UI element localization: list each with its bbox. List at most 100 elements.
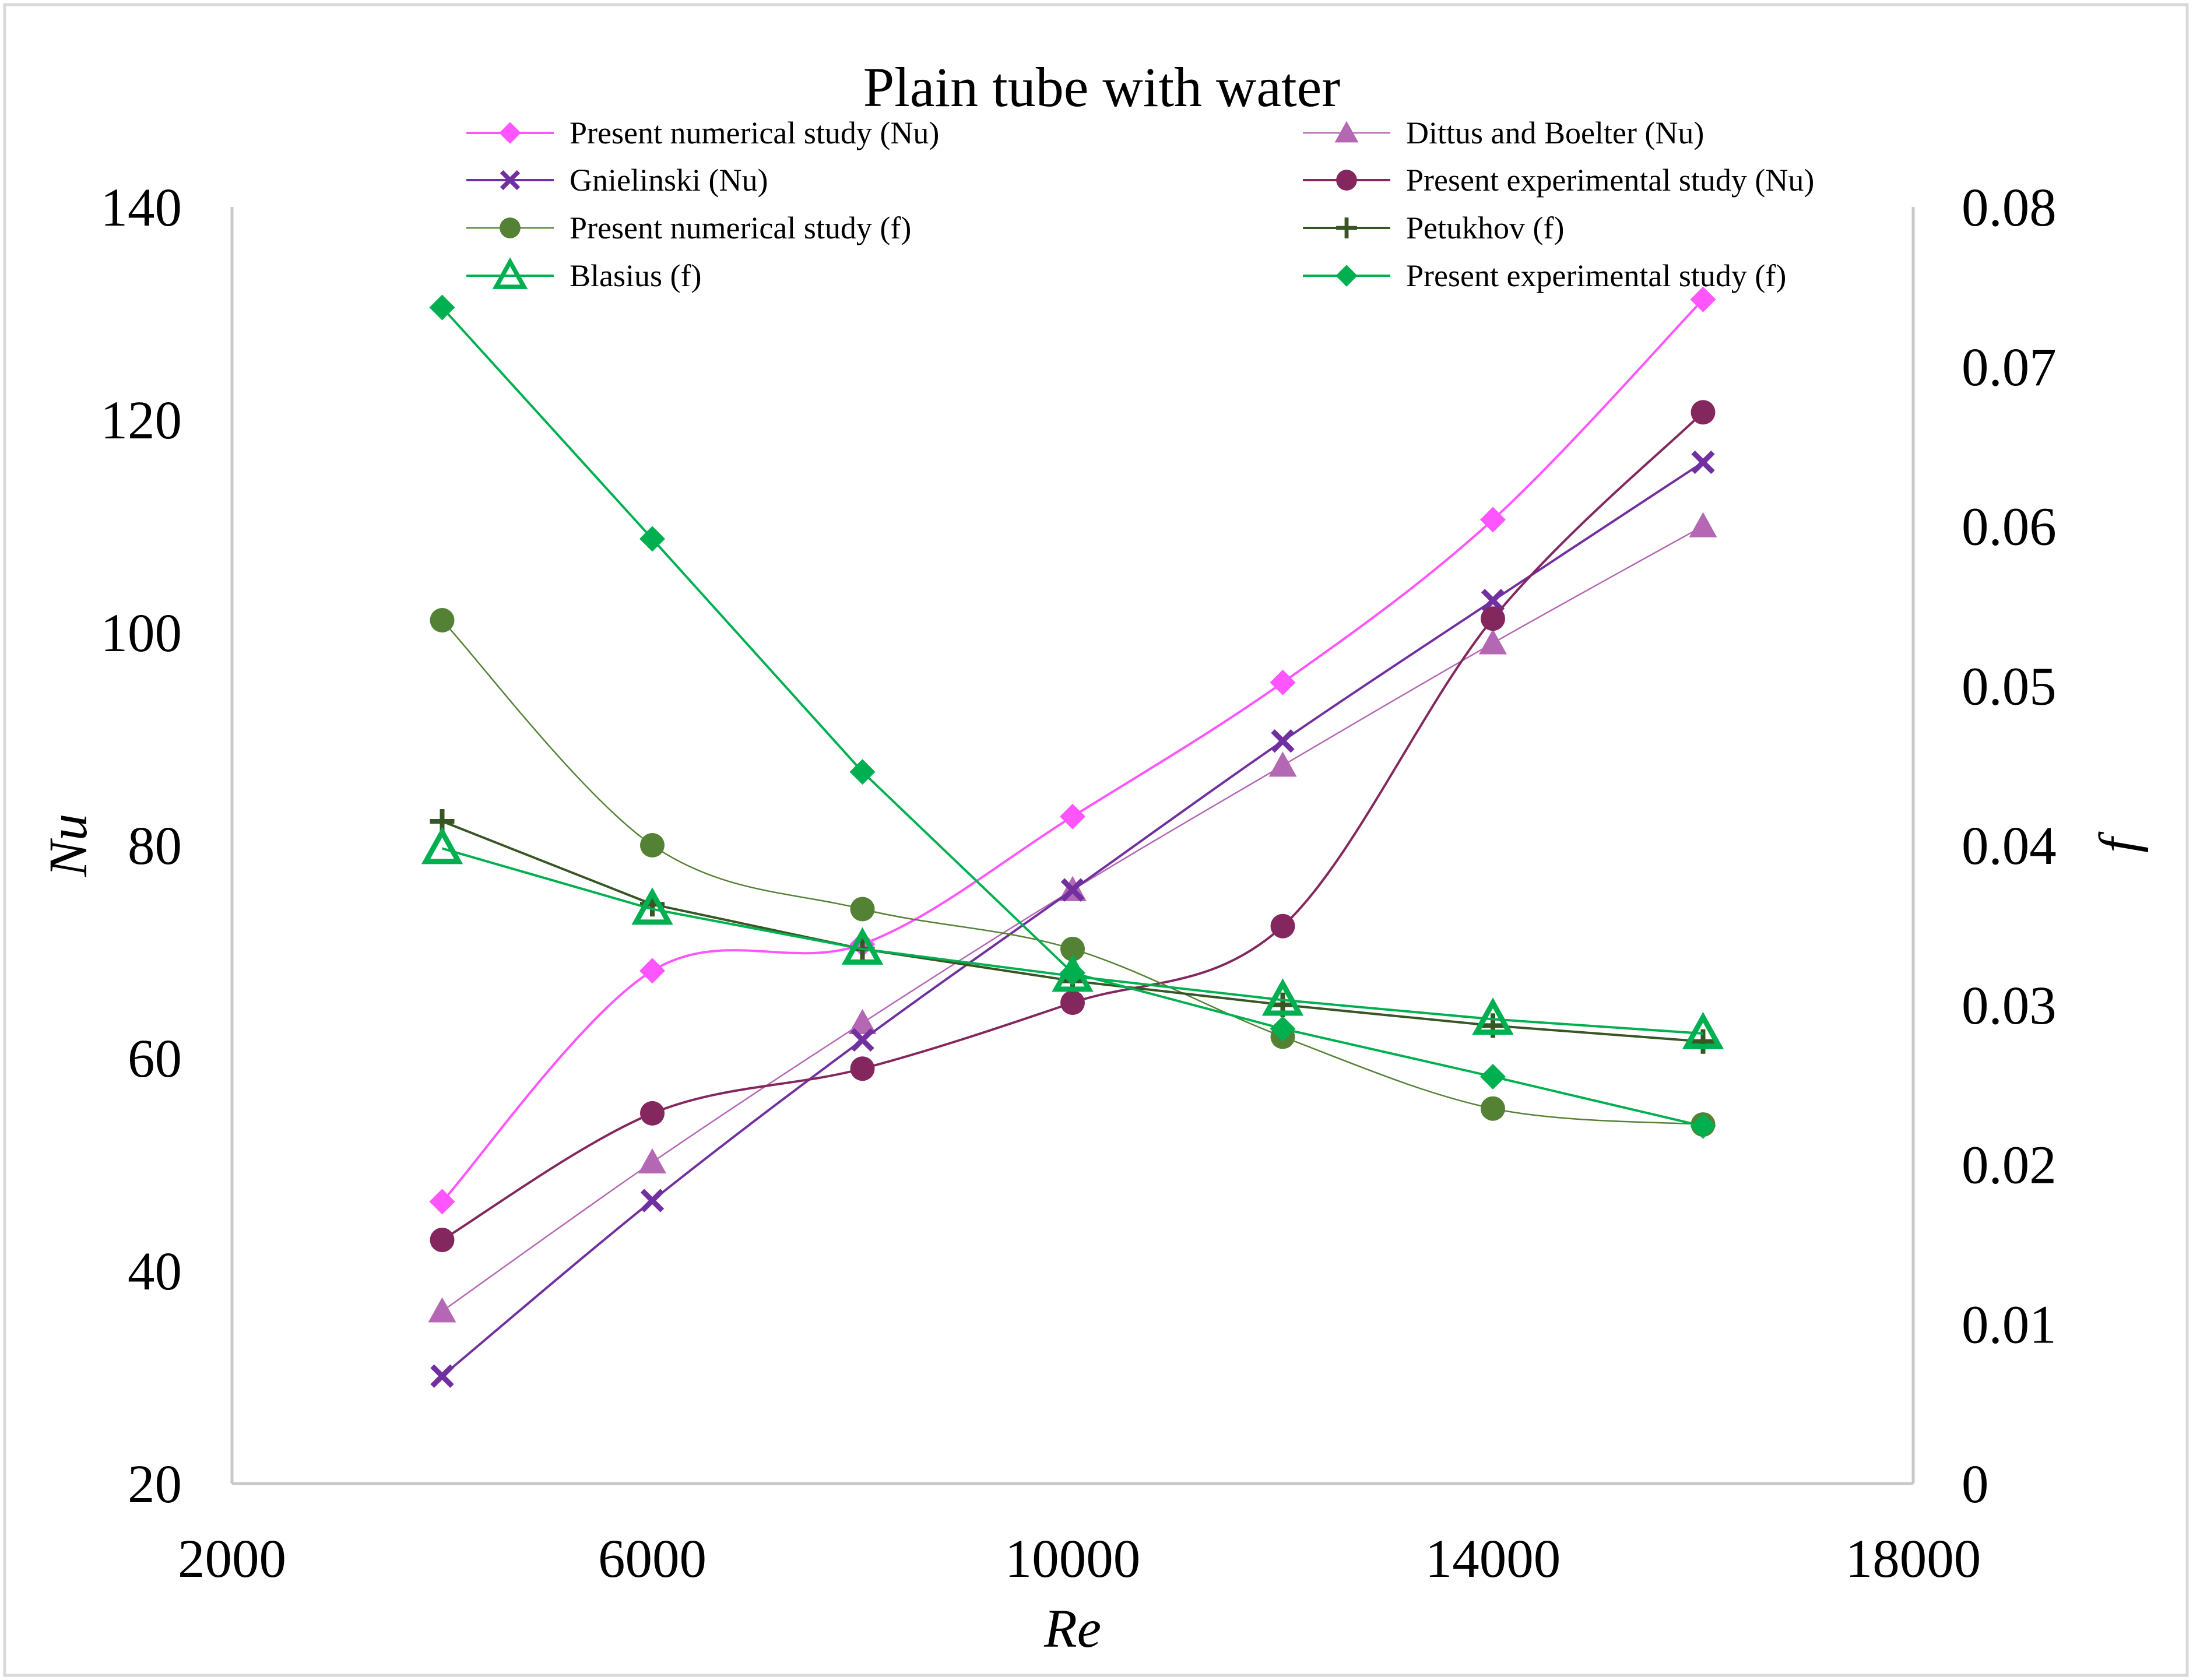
data-point (850, 897, 875, 922)
y-right-tick-label: 0.06 (1962, 497, 2057, 557)
data-point (1690, 1113, 1716, 1139)
data-point (1270, 913, 1295, 939)
y-right-tick-label: 0.04 (1962, 816, 2057, 876)
data-point (1690, 286, 1716, 312)
legend-entry: Present numerical study (f) (466, 210, 911, 245)
legend-entry: Present experimental study (f) (1303, 258, 1786, 293)
plot-series (421, 286, 1724, 1388)
data-point (848, 1008, 877, 1034)
data-point (640, 1101, 665, 1126)
legend-marker (492, 257, 528, 289)
y-right-tick-label: 0.07 (1962, 338, 2057, 398)
data-point (429, 1189, 455, 1215)
y-left-tick-label: 60 (128, 1029, 182, 1089)
legend-entry: Present experimental study (Nu) (1303, 163, 1814, 198)
x-tick-label: 6000 (598, 1529, 707, 1589)
y-right-tick-labels: 0 0.01 0.02 0.03 0.04 0.05 0.06 0.07 0.08 (1962, 178, 2057, 1514)
legend-entry: Dittus and Boelter (Nu) (1303, 115, 1704, 150)
series-7 (429, 294, 1716, 1139)
y-right-tick-label: 0.03 (1962, 976, 2057, 1036)
data-point (639, 958, 665, 984)
data-point (1481, 1096, 1505, 1121)
data-point (1268, 751, 1297, 777)
data-point (1270, 669, 1296, 695)
data-point (430, 1364, 454, 1388)
y-left-axis-title: Nu (38, 814, 99, 878)
legend-label: Gnielinski (Nu) (570, 163, 768, 198)
data-point (639, 526, 665, 552)
y-right-tick-label: 0.05 (1962, 656, 2057, 716)
legend-marker (1334, 121, 1359, 143)
y-right-tick-label: 0.08 (1962, 178, 2057, 238)
legend-entry: Gnielinski (Nu) (466, 163, 768, 198)
y-right-tick-label: 0 (1962, 1454, 1989, 1514)
data-point (1480, 1063, 1506, 1089)
data-point (638, 1148, 666, 1174)
chart-title: Plain tube with water (863, 56, 1341, 118)
data-point (1481, 606, 1505, 631)
data-point (851, 1028, 874, 1052)
data-point (1261, 978, 1304, 1016)
x-tick-label: 10000 (1005, 1529, 1141, 1589)
legend-label: Present numerical study (f) (570, 210, 911, 245)
chart-frame (3, 3, 2189, 1677)
legend-label: Present experimental study (Nu) (1406, 163, 1814, 198)
x-tick-labels: 2000 6000 10000 14000 18000 (178, 1529, 1981, 1589)
legend-marker (500, 170, 521, 191)
data-point (421, 827, 463, 864)
x-tick-label: 18000 (1846, 1529, 1981, 1589)
legend-entry: Petukhov (f) (1303, 210, 1564, 245)
legend-marker (1336, 265, 1358, 287)
data-point (430, 1228, 455, 1253)
legend-label: Blasius (f) (570, 258, 701, 293)
data-point (1060, 990, 1085, 1015)
data-point (1691, 450, 1715, 475)
y-left-tick-label: 120 (101, 391, 182, 451)
data-point (1060, 803, 1085, 830)
legend-entry: Present numerical study (Nu) (466, 115, 939, 150)
data-point (849, 759, 876, 785)
legend-label: Petukhov (f) (1406, 210, 1564, 245)
data-point (1481, 589, 1505, 613)
data-point (850, 1056, 875, 1081)
legend-label: Dittus and Boelter (Nu) (1406, 115, 1704, 150)
data-point (1682, 1011, 1724, 1049)
data-point (1472, 997, 1514, 1035)
y-left-tick-label: 100 (101, 603, 182, 663)
data-point (1691, 400, 1716, 425)
series-2 (430, 450, 1715, 1388)
legend-label: Present numerical study (Nu) (570, 115, 939, 150)
x-tick-label: 14000 (1425, 1529, 1561, 1589)
series-3 (430, 400, 1716, 1253)
data-point (640, 1189, 665, 1212)
legend-marker (1336, 217, 1357, 238)
data-point (430, 608, 455, 633)
data-point (631, 887, 673, 925)
data-point (1271, 729, 1295, 753)
y-right-tick-label: 0.01 (1962, 1295, 2057, 1355)
y-left-tick-label: 40 (128, 1242, 182, 1302)
data-point (841, 927, 884, 965)
x-axis-title: Re (1043, 1599, 1101, 1659)
y-right-tick-label: 0.02 (1962, 1136, 2057, 1196)
data-point (1480, 507, 1506, 533)
y-left-tick-label: 140 (101, 178, 182, 238)
data-point (429, 294, 455, 321)
legend-marker (500, 217, 521, 238)
legend-marker (499, 122, 521, 144)
data-point (428, 1297, 456, 1323)
data-point (1060, 878, 1085, 902)
legend: Present numerical study (Nu) Dittus and B… (466, 115, 1814, 293)
x-tick-label: 2000 (178, 1529, 286, 1589)
y-left-tick-labels: 20 40 60 80 100 120 140 (101, 178, 182, 1514)
data-point (1479, 629, 1507, 655)
legend-marker (1336, 170, 1357, 191)
data-point (1689, 512, 1717, 537)
y-left-tick-label: 20 (128, 1454, 182, 1514)
data-point (640, 833, 665, 857)
legend-entry: Blasius (f) (466, 257, 701, 293)
y-left-tick-label: 80 (128, 816, 182, 876)
legend-label: Present experimental study (f) (1406, 258, 1786, 293)
data-point (1270, 1015, 1296, 1042)
